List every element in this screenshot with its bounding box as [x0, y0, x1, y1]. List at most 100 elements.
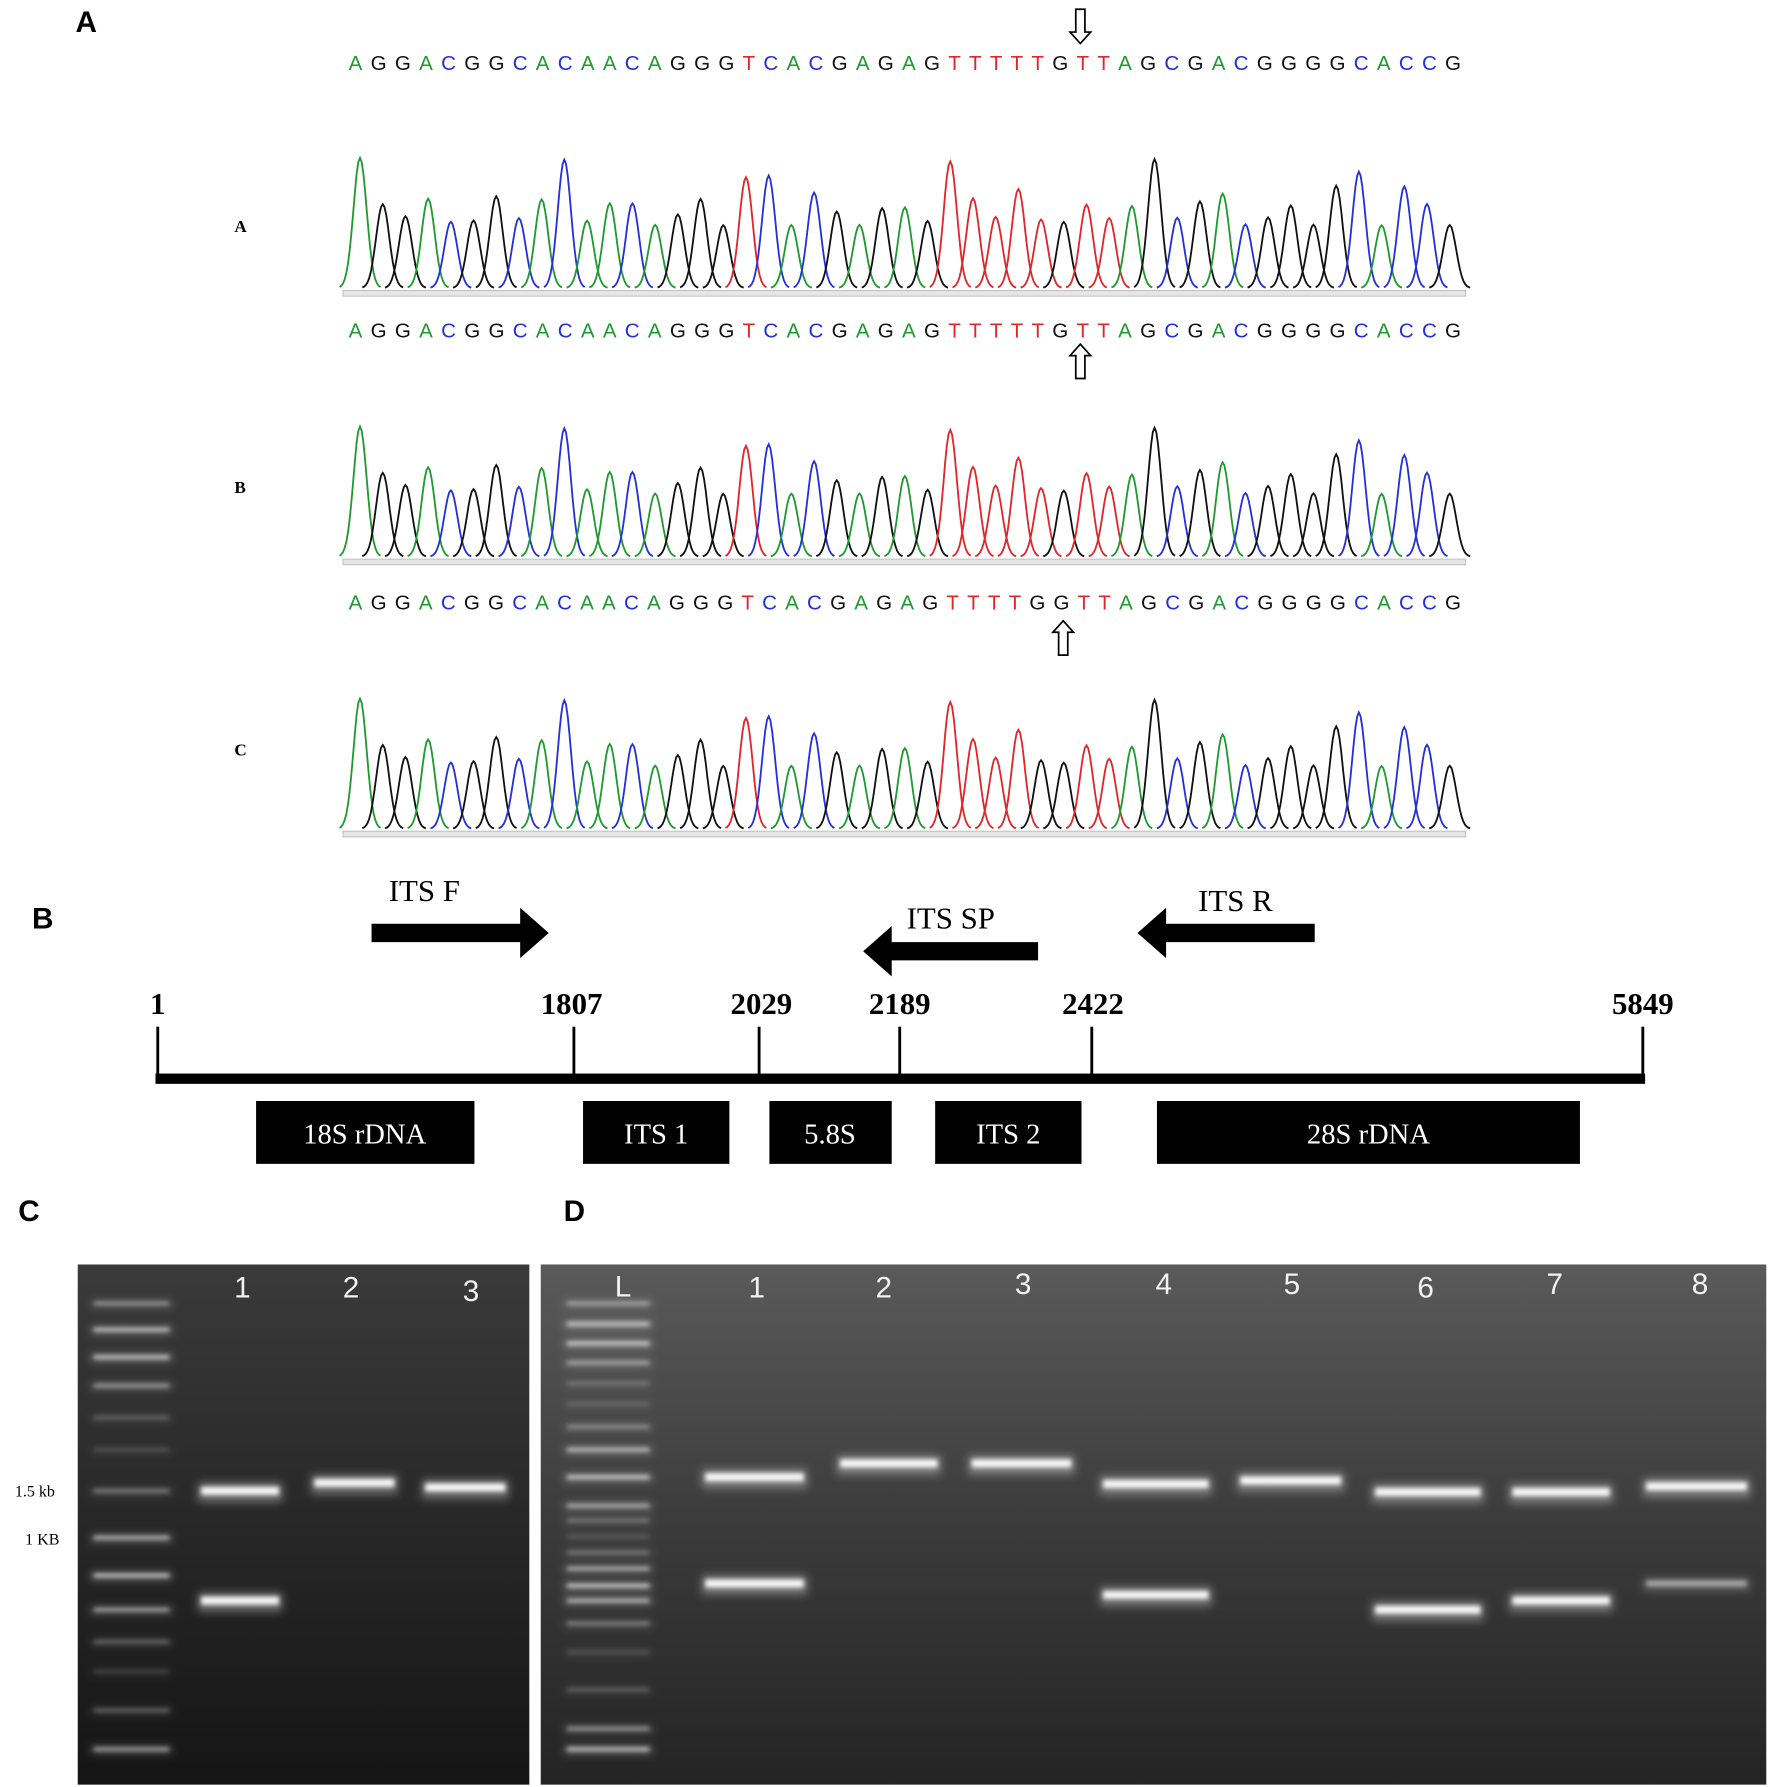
peak	[1428, 492, 1471, 558]
peak	[1224, 763, 1267, 830]
peak	[1065, 202, 1108, 289]
base: G	[371, 591, 387, 614]
lane-label: L	[615, 1270, 632, 1303]
region-box	[769, 1100, 892, 1164]
base: T	[743, 319, 756, 342]
base: G	[669, 591, 685, 614]
base: T	[1077, 319, 1090, 342]
gel-band	[567, 1381, 650, 1386]
base: A	[787, 319, 801, 342]
peak	[475, 735, 518, 829]
peak	[793, 731, 835, 829]
peak	[997, 187, 1040, 289]
gel-band	[93, 1301, 170, 1306]
base: A	[856, 52, 870, 75]
base: C	[1399, 591, 1414, 614]
base: G	[1445, 591, 1461, 614]
base: A	[603, 319, 617, 342]
base: C	[513, 52, 528, 75]
base: A	[854, 591, 868, 614]
peak	[816, 209, 858, 289]
gel-band	[93, 1415, 170, 1420]
base: A	[535, 591, 549, 614]
gel-band	[567, 1503, 650, 1508]
base: C	[807, 591, 822, 614]
region-label: 5.8S	[804, 1119, 856, 1150]
peak	[702, 223, 744, 289]
peak	[1247, 756, 1289, 830]
peak	[384, 483, 427, 558]
peak	[725, 443, 767, 557]
base: T	[969, 319, 982, 342]
gel-band	[567, 1747, 650, 1751]
base: G	[1188, 591, 1204, 614]
base: A	[900, 591, 914, 614]
peak	[725, 715, 767, 829]
base: C	[1422, 591, 1437, 614]
base: G	[694, 52, 710, 75]
base: C	[1354, 591, 1369, 614]
peak	[407, 737, 450, 830]
base: C	[625, 319, 640, 342]
base: A	[856, 319, 870, 342]
base: C	[441, 52, 456, 75]
peak	[1224, 222, 1267, 289]
gel-band	[705, 1473, 804, 1482]
lane-label: 2	[343, 1272, 360, 1305]
peak	[1043, 489, 1085, 558]
base: G	[832, 52, 848, 75]
gel-band	[567, 1518, 650, 1523]
base: G	[1052, 52, 1068, 75]
base: C	[441, 591, 456, 614]
peak	[884, 205, 926, 289]
lane-label: 5	[1284, 1268, 1301, 1301]
peak	[1020, 486, 1062, 558]
base: T	[1098, 591, 1111, 614]
base: G	[670, 52, 686, 75]
base: T	[946, 591, 959, 614]
peak	[1020, 758, 1062, 830]
gel-band	[567, 1475, 650, 1479]
panel-label: B	[32, 902, 53, 935]
gel-band	[1375, 1605, 1481, 1614]
lane-label: 1	[749, 1272, 766, 1305]
peak	[1247, 215, 1289, 289]
base: G	[464, 52, 480, 75]
gel-band	[93, 1573, 170, 1578]
gel-band	[1512, 1487, 1610, 1496]
base: A	[581, 52, 595, 75]
peak	[747, 441, 790, 557]
peak	[1428, 223, 1471, 289]
base: G	[876, 591, 892, 614]
region-box	[1156, 1100, 1580, 1164]
base: C	[1399, 52, 1414, 75]
base: A	[581, 319, 595, 342]
primer-arrow	[863, 926, 1039, 977]
peak	[1269, 744, 1312, 830]
base: G	[488, 52, 504, 75]
gel-band	[567, 1322, 650, 1326]
peak	[702, 764, 744, 830]
base: G	[1140, 52, 1156, 75]
peak	[1292, 491, 1335, 558]
peak	[884, 746, 926, 830]
base: C	[1354, 319, 1369, 342]
arrow-down	[1068, 8, 1093, 45]
gel-band	[567, 1584, 650, 1588]
base: G	[395, 319, 411, 342]
peak	[1383, 453, 1426, 557]
base: A	[1118, 52, 1132, 75]
base: G	[488, 319, 504, 342]
peak	[475, 463, 518, 557]
base: T	[1011, 52, 1024, 75]
base: G	[924, 52, 940, 75]
base: G	[395, 52, 411, 75]
base: A	[1377, 52, 1391, 75]
base: T	[967, 591, 980, 614]
peak	[770, 764, 813, 830]
base: T	[1031, 52, 1044, 75]
peak	[1179, 199, 1221, 289]
gel-band	[567, 1361, 650, 1365]
